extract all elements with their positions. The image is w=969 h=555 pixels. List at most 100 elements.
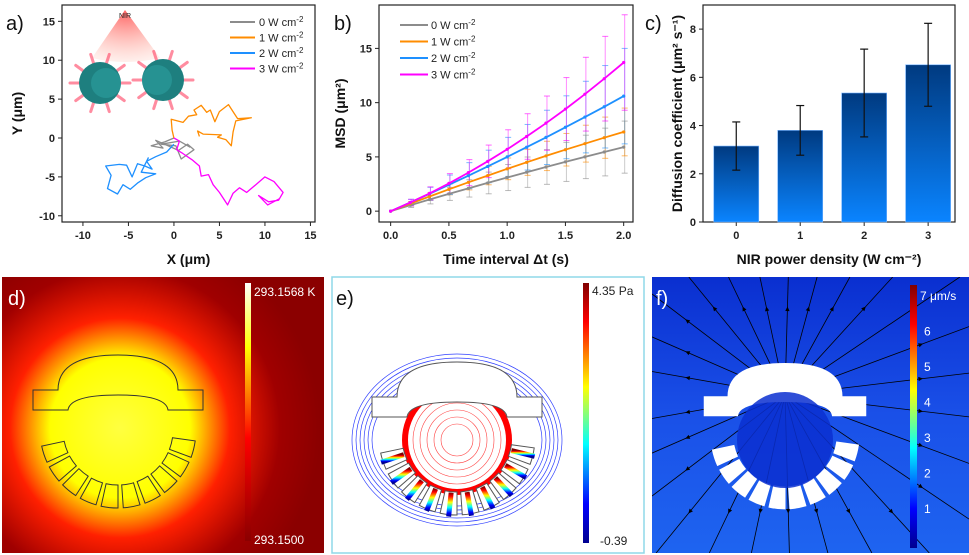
light-ray (104, 100, 111, 114)
light-ray (114, 93, 126, 103)
trajectory-line (173, 137, 284, 206)
x-tick-label: 0 (733, 230, 739, 242)
x-tick-label: 2.0 (616, 230, 631, 242)
y-axis-label: Diffusion coefficient (μm² s⁻¹) (669, 15, 685, 212)
streamline-arrow (685, 376, 691, 381)
data-point (525, 145, 529, 149)
y-tick-label: 0 (49, 133, 55, 145)
pressure-contour (426, 409, 488, 471)
data-point (544, 154, 548, 158)
colorbar-tick-label: 6 (924, 325, 931, 339)
colorbar-tick-label: 4 (924, 396, 931, 410)
streamline-arrow (685, 319, 691, 324)
panel-label: e) (336, 288, 354, 310)
legend-label-text: 3 W cm (259, 64, 296, 76)
plot-frame (61, 4, 316, 223)
particle-ring-segment (100, 483, 119, 509)
y-tick-label: 15 (43, 16, 55, 28)
streamline-arrow (688, 508, 693, 514)
panel-f-flow-map: 7 μm/s 1 2 3 4 5 6 f) (652, 277, 969, 553)
light-ray (152, 49, 159, 63)
light-ray (137, 60, 149, 70)
data-point (563, 125, 568, 129)
streamline-arrow (742, 306, 747, 312)
colorbar (245, 283, 251, 541)
x-tick-label: -10 (75, 230, 91, 242)
particle-cap (32, 354, 204, 411)
y-tick-label: 2 (690, 169, 696, 181)
colorbar (910, 285, 917, 548)
particle-ring-segment (826, 455, 854, 480)
data-point (563, 148, 568, 152)
legend-label-text: 2 W cm (431, 53, 468, 65)
streamline-arrow (685, 466, 691, 471)
x-tick-label: 0 (171, 230, 177, 242)
panel-label: b) (334, 13, 352, 35)
micromotor-cap (91, 68, 121, 98)
data-point (525, 134, 529, 139)
data-point (427, 197, 432, 202)
data-point (525, 160, 529, 164)
pressure-contour (351, 353, 563, 527)
legend-label-superscript: -2 (468, 35, 476, 44)
panel-b: 0.0 0.5 1.0 1.5 2.0 0 5 10 15 Time interval Δt (s… (332, 4, 634, 267)
streamline-arrow (861, 306, 866, 312)
y-tick-label: 5 (49, 94, 55, 106)
colorbar-tick-label: 2 (924, 467, 931, 481)
streamline-arrow (685, 351, 691, 356)
nir-illustration: NIR (68, 10, 195, 114)
series-line (390, 95, 625, 213)
particle-ring-segment (48, 455, 78, 482)
legend-label-superscript: -2 (296, 62, 304, 71)
x-tick-label: 3 (925, 230, 931, 242)
trajectory-line (105, 143, 175, 195)
pore-pressure (504, 463, 528, 480)
streamline-arrow (728, 508, 733, 514)
x-tick-label: 2 (861, 230, 867, 242)
pore-pressure (404, 479, 424, 501)
y-tick-label: -10 (39, 211, 55, 223)
light-ray (167, 97, 174, 111)
legend-label-text: 0 W cm (259, 17, 296, 29)
flow-field (652, 277, 969, 553)
x-tick-label: 1.0 (500, 230, 515, 242)
data-point (447, 192, 451, 196)
panel-c: 0 1 2 3 0 2 4 6 8 NIR power density (W cm⁻²) Diffu… (645, 4, 956, 267)
streamline-arrow (918, 343, 923, 348)
particle-ring-segment (833, 441, 859, 462)
panel-d-temperature-map: 293.1568 K 293.1500 d) (2, 277, 324, 553)
particle-ring-segment (168, 437, 196, 458)
series-line (390, 131, 624, 213)
y-tick-label: 8 (690, 24, 696, 36)
data-point (447, 187, 451, 191)
data-point (563, 107, 568, 111)
pore-pressure (464, 491, 474, 517)
data-point (486, 164, 490, 169)
y-tick-label: 6 (690, 72, 696, 84)
data-point (427, 191, 432, 195)
streamline-arrow (918, 483, 923, 489)
streamline-arrow (785, 306, 790, 312)
legend-label-text: 3 W cm (431, 70, 468, 82)
legend-label-superscript: -2 (468, 18, 476, 27)
data-point (486, 173, 490, 178)
trajectory-line (150, 137, 195, 160)
legend-label-superscript: -2 (468, 68, 476, 77)
streamline-arrow (846, 508, 851, 514)
pressure-contour (440, 423, 474, 457)
colorbar-min-label: 293.1500 (254, 533, 304, 547)
data-point (583, 92, 587, 96)
colorbar-max-label: 7 μm/s (920, 289, 956, 303)
streamline-arrow (685, 434, 691, 439)
light-ray (137, 90, 149, 100)
data-point (486, 181, 490, 185)
colorbar-max-label: 4.35 Pa (592, 284, 634, 298)
legend-label-superscript: -2 (468, 51, 476, 60)
data-point (466, 171, 470, 175)
y-tick-label: 10 (43, 55, 55, 67)
pore-pressure (493, 476, 514, 498)
data-point (486, 159, 490, 163)
light-ray (114, 63, 126, 73)
x-tick-label: 1.5 (558, 230, 573, 242)
